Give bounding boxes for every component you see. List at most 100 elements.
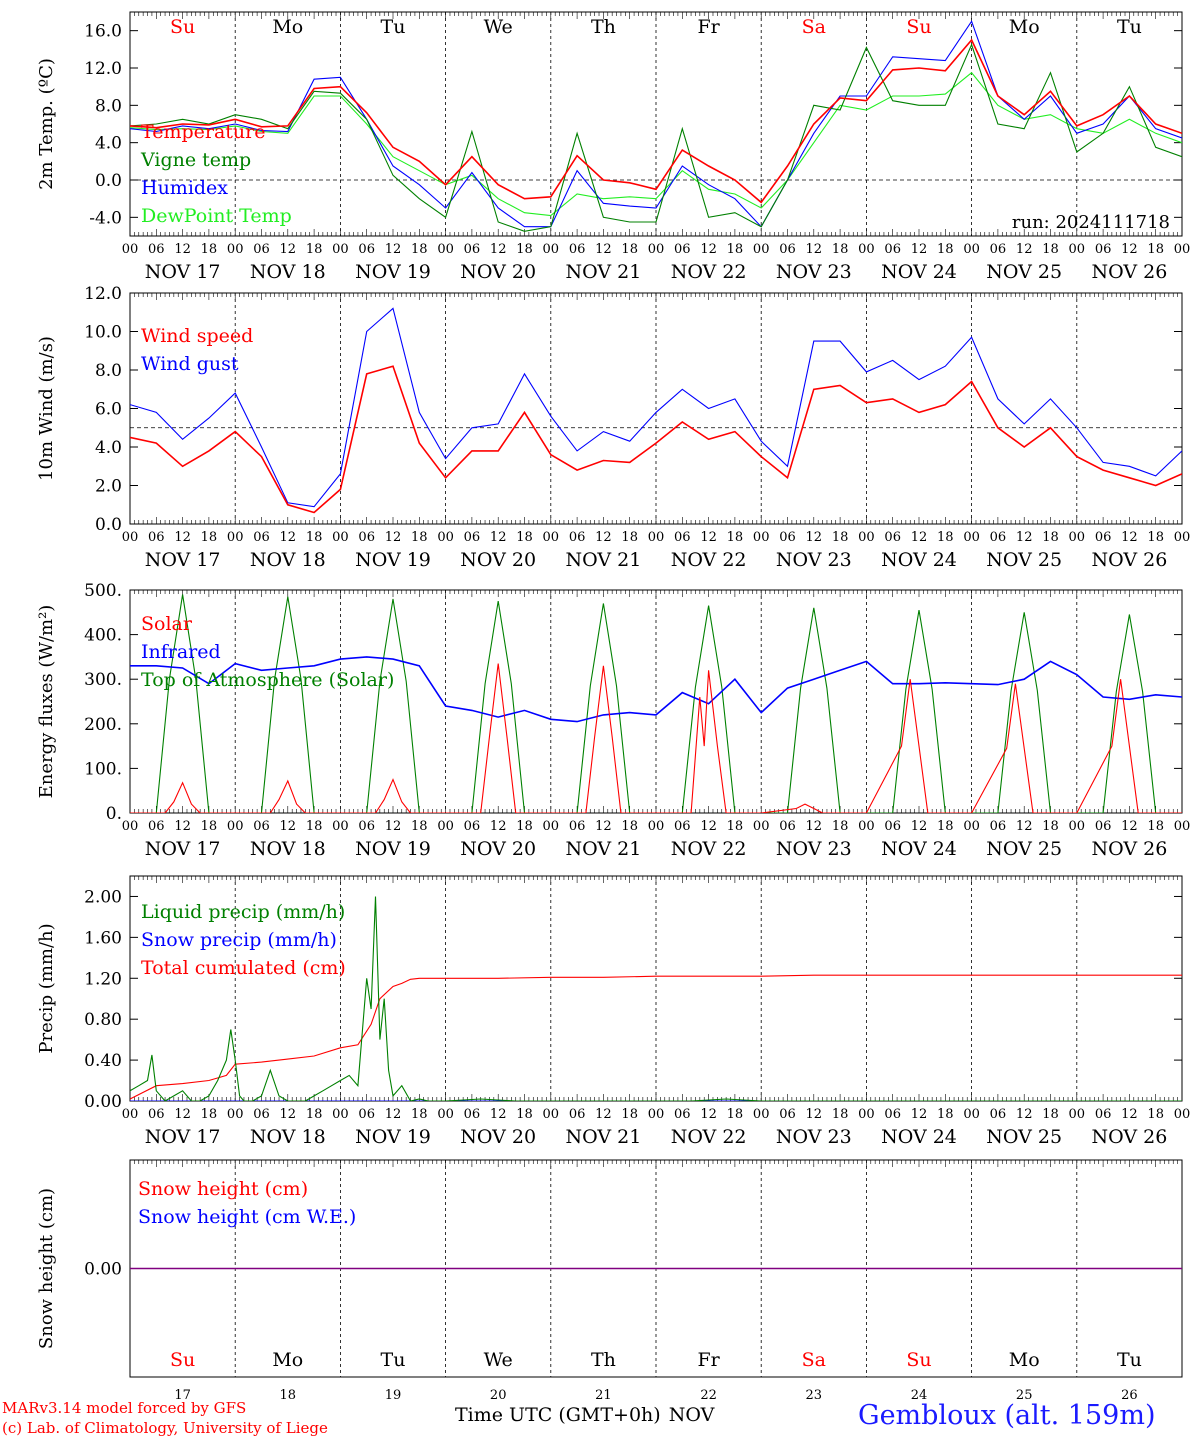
day-name-label: Fr: [697, 1349, 720, 1371]
hour-tick-label: 18: [516, 1107, 533, 1122]
hour-tick-label: 12: [700, 530, 717, 545]
hour-tick-label: 12: [385, 242, 402, 257]
y-tick-label: 0.40: [84, 1051, 122, 1071]
day-name-label: We: [484, 16, 513, 38]
hour-tick-label: 06: [990, 819, 1007, 834]
hour-tick-label: 06: [358, 819, 375, 834]
legend-snow-height-cm: Snow height (cm): [138, 1178, 308, 1200]
hour-tick-label: 06: [148, 242, 165, 257]
day-number-label: 24: [911, 1388, 928, 1403]
hour-tick-label: 12: [385, 530, 402, 545]
hour-tick-label: 00: [1174, 530, 1191, 545]
day-name-label: Tu: [381, 1349, 406, 1371]
hour-tick-label: 06: [779, 819, 796, 834]
date-label: NOV 19: [355, 838, 431, 860]
date-label: NOV 19: [355, 1126, 431, 1148]
hour-tick-label: 12: [490, 242, 507, 257]
date-label: NOV 22: [671, 261, 747, 283]
hour-tick-label: 06: [884, 242, 901, 257]
date-label: NOV 24: [881, 1126, 957, 1148]
hour-tick-label: 18: [516, 819, 533, 834]
y-tick-label: 0.0: [95, 171, 122, 191]
hour-tick-label: 06: [990, 242, 1007, 257]
hour-tick-label: 18: [516, 530, 533, 545]
hour-tick-label: 00: [332, 242, 349, 257]
y-tick-label: 4.0: [95, 134, 122, 154]
model-credit: MARv3.14 model forced by GFS: [2, 1399, 247, 1417]
series-group: [130, 896, 1182, 1101]
panel-5: 0.00 Snow height (cm) Snow height (cm) Snow…: [36, 1159, 1183, 1403]
legend-infrared: Infrared: [141, 641, 221, 663]
hour-tick-label: 00: [1174, 1107, 1191, 1122]
date-label: NOV 25: [986, 549, 1062, 571]
series-wind-speed-line: [130, 365, 1182, 514]
hour-tick-label: 12: [911, 242, 928, 257]
day-name-label: Mo: [272, 1349, 303, 1371]
y-tick-label: 400.: [84, 626, 122, 646]
date-label: NOV 22: [671, 549, 747, 571]
date-label: NOV 19: [355, 549, 431, 571]
y-tick-label: 2.0: [95, 477, 122, 497]
legend-solar: Solar: [141, 613, 193, 635]
hour-tick-label: 12: [1121, 530, 1138, 545]
hour-tick-label: 12: [174, 1107, 191, 1122]
y-axis-label: Precip (mm/h): [36, 923, 57, 1053]
y-tick-label: 2.00: [84, 887, 122, 907]
hour-tick-label: 00: [963, 819, 980, 834]
panel-2: 0.0 2.0 4.0 6.0 8.0 10.0 12.0 10m Wind (m/s) Win…: [36, 284, 1190, 571]
hour-tick-label: 00: [543, 1107, 560, 1122]
hour-tick-label: 00: [1069, 242, 1086, 257]
hour-tick-label: 12: [385, 819, 402, 834]
hour-tick-label: 12: [174, 242, 191, 257]
date-label: NOV 22: [671, 1126, 747, 1148]
hour-tick-label: 06: [990, 1107, 1007, 1122]
y-tick-label: 0.: [106, 804, 122, 824]
hour-tick-label: 18: [937, 530, 954, 545]
hour-tick-label: 00: [122, 242, 139, 257]
legend-top-of-atmosphere-solar: Top of Atmosphere (Solar): [141, 669, 394, 691]
hour-tick-label: 00: [753, 242, 770, 257]
hour-tick-label: 18: [306, 819, 323, 834]
date-label: NOV 23: [776, 1126, 852, 1148]
y-tick-label: -4.0: [89, 208, 122, 228]
hour-tick-label: 00: [648, 819, 665, 834]
y-tick-label: 0.0: [95, 515, 122, 535]
hour-tick-label: 12: [174, 530, 191, 545]
day-name-label: Mo: [272, 16, 303, 38]
hour-tick-label: 12: [806, 530, 823, 545]
hour-tick-label: 18: [306, 1107, 323, 1122]
date-label: NOV 17: [145, 838, 221, 860]
hour-tick-label: 12: [911, 819, 928, 834]
date-label: NOV 24: [881, 261, 957, 283]
hour-tick-label: 00: [122, 530, 139, 545]
hour-tick-label: 06: [253, 530, 270, 545]
hour-tick-label: 18: [621, 530, 638, 545]
day-name-label: Sa: [802, 1349, 826, 1371]
date-label: NOV 18: [250, 549, 326, 571]
hour-tick-label: 06: [464, 819, 481, 834]
hour-tick-label: 06: [358, 530, 375, 545]
hour-tick-label: 00: [122, 1107, 139, 1122]
hour-tick-label: 18: [1147, 530, 1164, 545]
hour-tick-label: 12: [911, 1107, 928, 1122]
hour-tick-label: 12: [595, 242, 612, 257]
hour-tick-label: 00: [227, 530, 244, 545]
hour-tick-label: 12: [806, 242, 823, 257]
hour-tick-label: 18: [516, 242, 533, 257]
date-label: NOV 25: [986, 838, 1062, 860]
hour-tick-label: 00: [753, 1107, 770, 1122]
hour-tick-label: 00: [963, 242, 980, 257]
hour-tick-label: 06: [1095, 819, 1112, 834]
hour-tick-label: 00: [648, 242, 665, 257]
month-label: NOV: [668, 1404, 715, 1426]
hour-tick-label: 00: [437, 819, 454, 834]
day-name-label: Tu: [381, 16, 406, 38]
hour-tick-label: 18: [832, 1107, 849, 1122]
series-vigne-temp-line: [130, 43, 1182, 232]
date-label: NOV 23: [776, 549, 852, 571]
hour-tick-label: 06: [358, 242, 375, 257]
legend-liquid-precip-mm-h: Liquid precip (mm/h): [141, 901, 345, 923]
hour-tick-label: 12: [700, 1107, 717, 1122]
hour-tick-label: 00: [858, 1107, 875, 1122]
